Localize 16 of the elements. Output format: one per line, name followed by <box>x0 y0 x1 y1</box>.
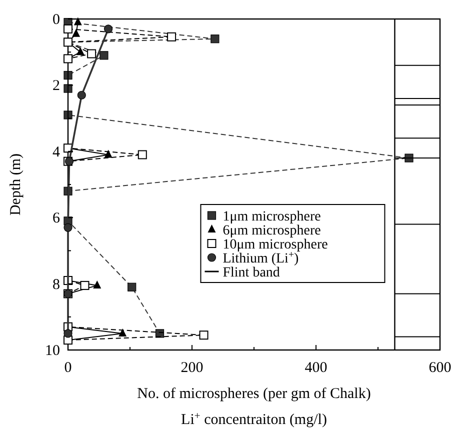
x-tick-label: 600 <box>428 360 451 376</box>
legend-label: 1μm microsphere <box>222 210 321 224</box>
y-axis-title: Depth (m) <box>8 153 24 216</box>
legend-label: 10μm microsphere <box>222 238 328 252</box>
y-tick-label: 2 <box>52 78 60 94</box>
legend-label: Flint band <box>222 266 280 280</box>
y-tick-label: 4 <box>52 144 60 160</box>
y-tick-label: 10 <box>45 343 60 359</box>
x-tick-label: 400 <box>304 360 328 376</box>
x-tick-label: 200 <box>180 360 204 376</box>
x-axis-title: No. of microspheres (per gm of Chalk) Li$^{+}$ concentraiton (mg/l) <box>137 386 371 428</box>
y-tick-label: 6 <box>52 210 60 227</box>
y-tick-label: 0 <box>52 12 60 28</box>
legend-label: 6μm microsphere <box>222 224 321 238</box>
y-tick-label: 8 <box>52 276 60 293</box>
x-tick-label: 0 <box>64 360 72 376</box>
